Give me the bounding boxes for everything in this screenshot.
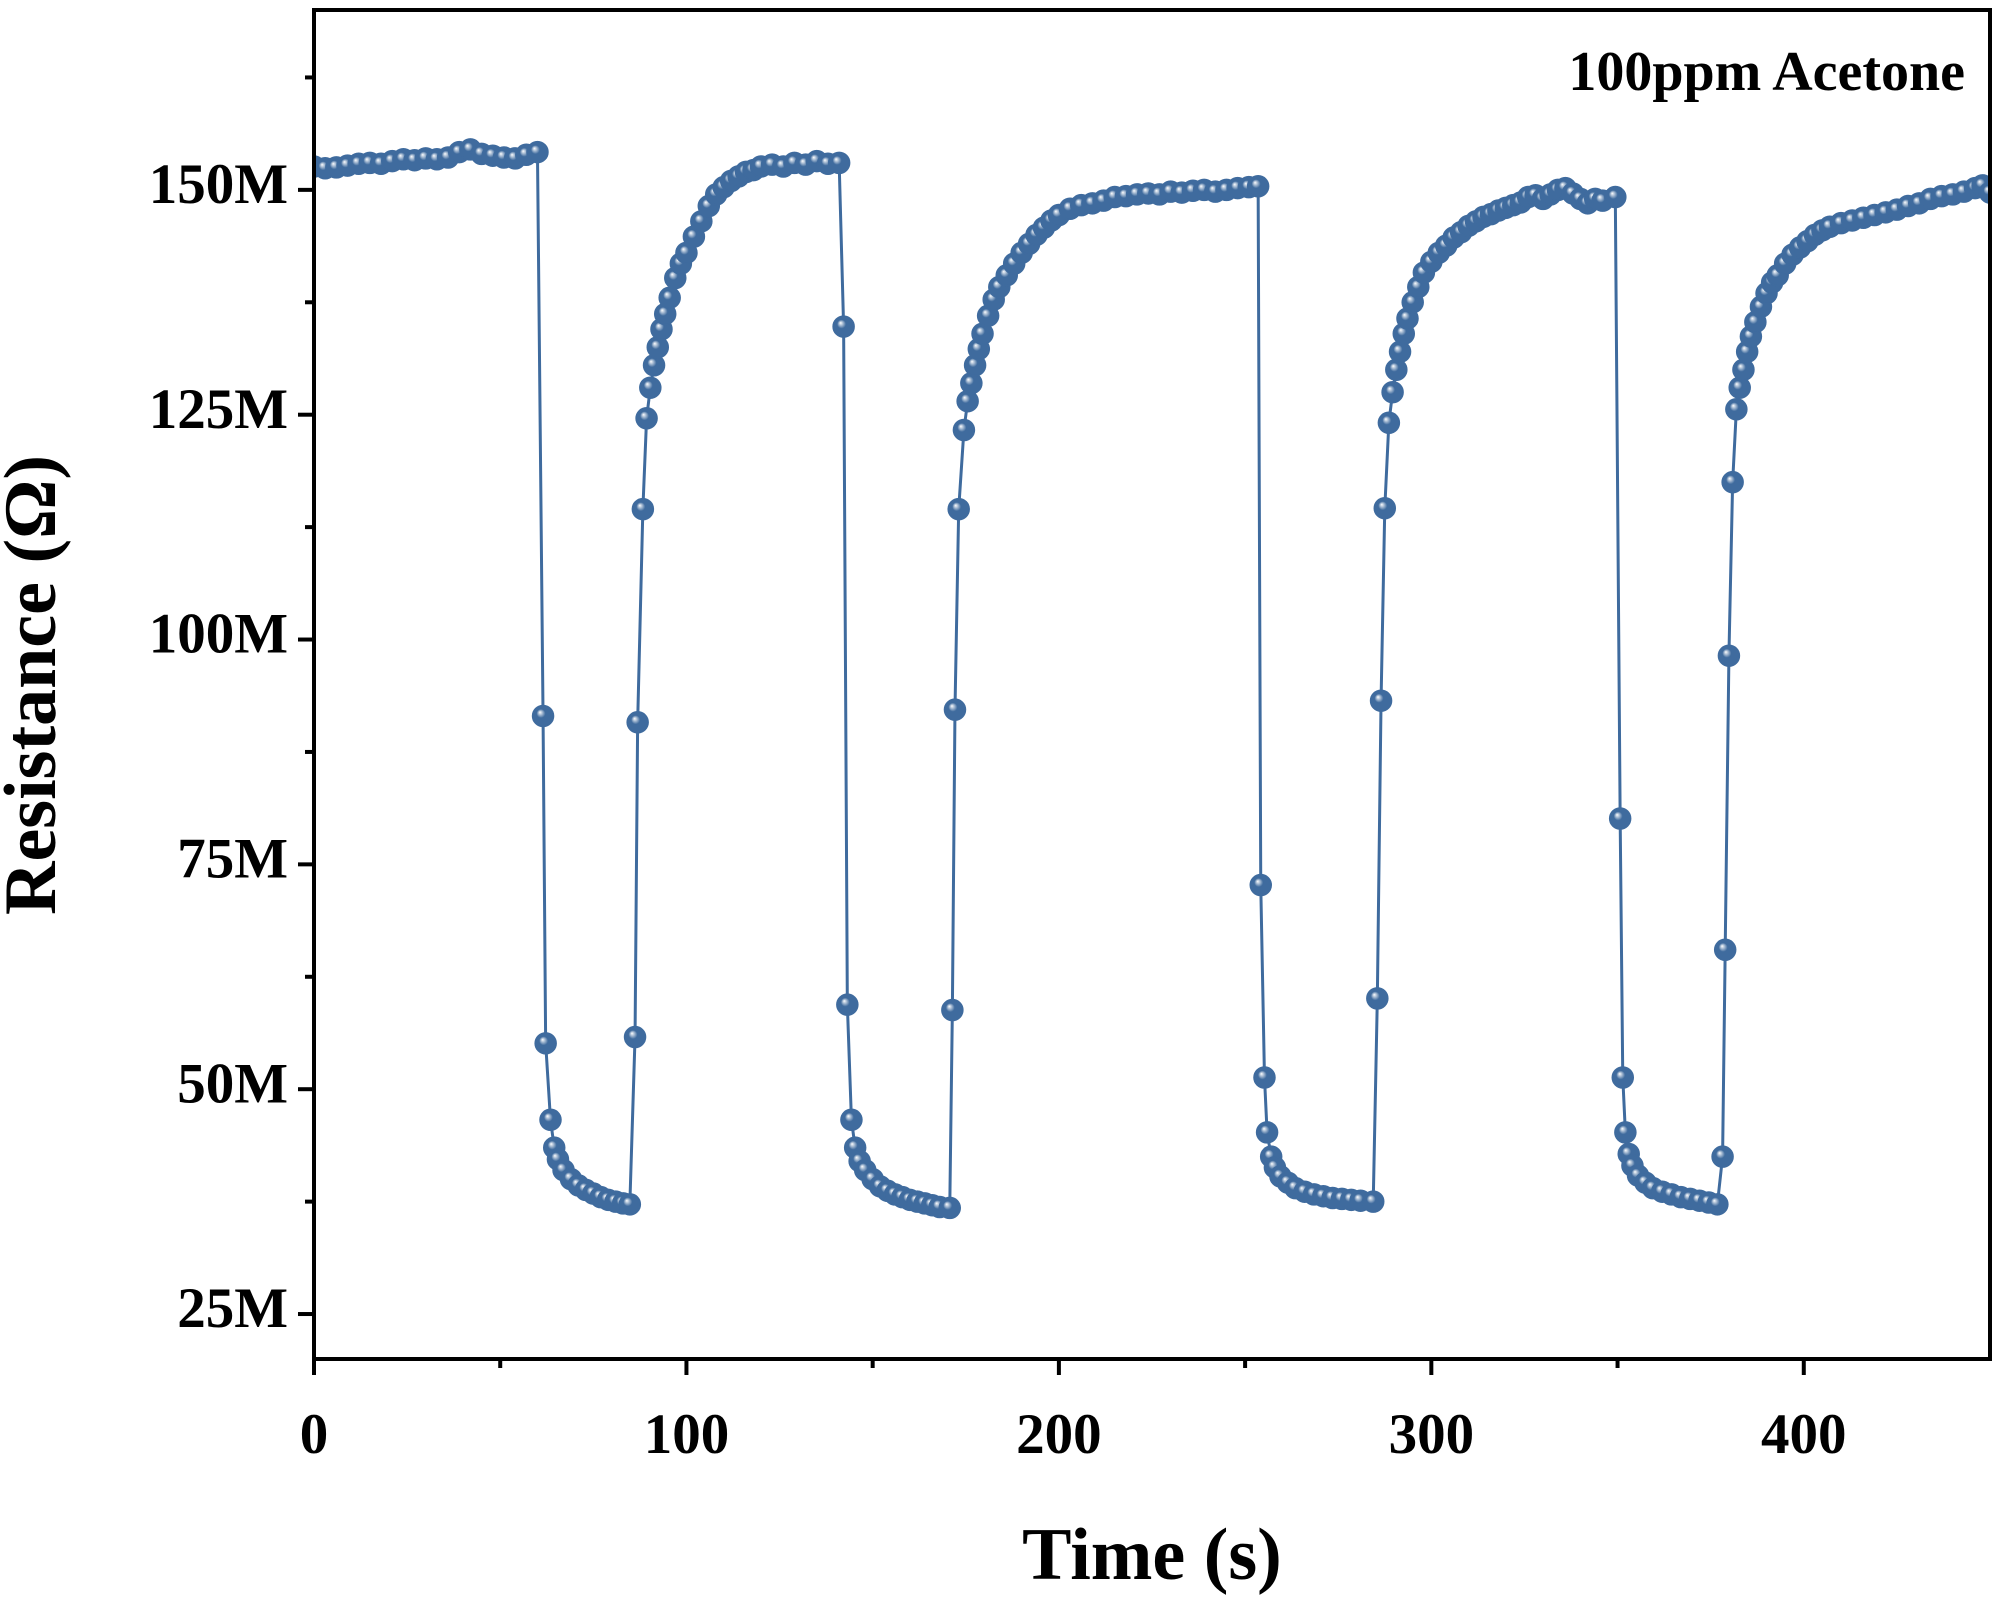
y-tick-label: 100M: [149, 603, 288, 666]
annotation: 100ppm Acetone: [1568, 41, 1965, 103]
data-point: [526, 140, 549, 164]
y-tick-label: 150M: [149, 153, 288, 216]
data-point: [1249, 873, 1273, 897]
data-point: [840, 1108, 863, 1132]
data-point: [836, 993, 859, 1016]
data-point: [1608, 807, 1632, 830]
data-point: [1369, 689, 1393, 712]
data-point: [639, 376, 662, 399]
data-point: [1706, 1193, 1729, 1216]
x-tick-label: 200: [1016, 1403, 1102, 1466]
data-point: [626, 711, 649, 734]
data-point: [1604, 185, 1627, 209]
data-point: [1711, 1145, 1734, 1168]
data-point: [1611, 1066, 1635, 1089]
data-point: [531, 704, 555, 728]
data-point: [631, 497, 655, 521]
data-point: [938, 1196, 962, 1220]
plot-area: [314, 138, 1990, 1220]
data-point: [1717, 644, 1741, 667]
data-point: [1366, 987, 1389, 1010]
data-point: [943, 698, 967, 721]
data-point: [1246, 175, 1270, 198]
data-point: [1978, 181, 1990, 204]
data-point: [1725, 398, 1748, 421]
data-point: [618, 1193, 642, 1216]
data-point: [1614, 1121, 1637, 1144]
data-point: [1713, 938, 1737, 962]
data-point: [827, 151, 851, 175]
series-line: [314, 147, 1990, 1210]
y-tick-label: 25M: [177, 1277, 288, 1340]
plot-frame: [312, 8, 1992, 1361]
y-tick-label: 125M: [149, 378, 288, 441]
data-point: [635, 407, 658, 430]
data-point: [534, 1032, 557, 1055]
x-tick-label: 300: [1389, 1403, 1475, 1466]
y-tick-label: 50M: [177, 1052, 288, 1115]
data-point: [1721, 470, 1744, 494]
data-point: [1255, 1121, 1279, 1144]
data-point: [952, 418, 976, 442]
y-axis-title: Resistance (Ω): [0, 455, 72, 915]
y-tick-label: 75M: [177, 827, 288, 890]
data-point: [1253, 1066, 1276, 1089]
data-point: [832, 315, 855, 338]
data-point: [623, 1025, 647, 1049]
data-point: [1381, 380, 1404, 404]
data-point: [539, 1108, 562, 1132]
x-tick-label: 100: [644, 1403, 730, 1466]
data-point: [941, 998, 964, 1022]
data-point: [658, 286, 681, 310]
data-point: [1373, 496, 1397, 520]
data-point: [1377, 411, 1401, 435]
data-point: [947, 497, 970, 521]
data-point: [1361, 1190, 1385, 1213]
x-tick-label: 0: [300, 1403, 329, 1466]
x-axis-title: Time (s): [1022, 1514, 1282, 1596]
x-tick-label: 400: [1761, 1403, 1847, 1466]
